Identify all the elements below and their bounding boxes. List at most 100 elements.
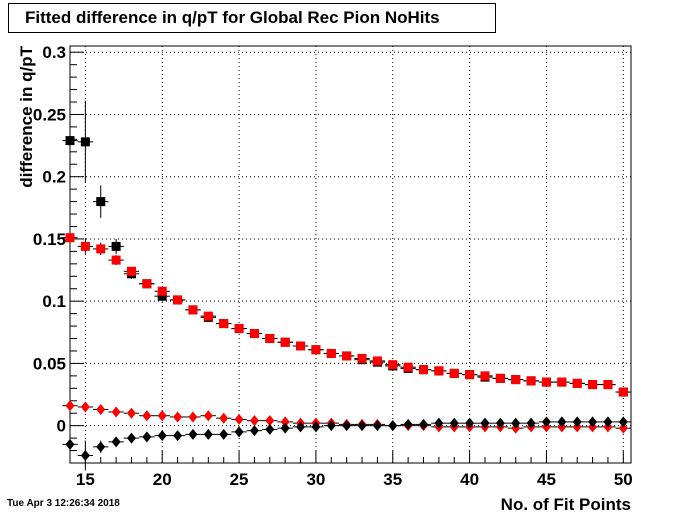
marker-diamond: [572, 416, 582, 428]
marker-diamond: [126, 432, 136, 444]
data-point: [200, 311, 217, 321]
marker-square: [357, 353, 367, 363]
data-point: [354, 353, 370, 363]
data-point: [354, 420, 370, 432]
marker-diamond: [280, 416, 290, 428]
marker-square: [618, 387, 628, 397]
data-point: [492, 373, 509, 383]
marker-diamond: [173, 430, 183, 442]
plot-frame: [69, 45, 632, 464]
marker-square: [434, 366, 444, 376]
data-point: [154, 410, 170, 422]
marker-square: [588, 380, 598, 390]
marker-diamond: [265, 415, 275, 427]
timestamp: Tue Apr 3 12:26:34 2018: [7, 498, 120, 509]
data-point: [323, 420, 339, 432]
data-point: [477, 371, 493, 381]
data-point: [431, 417, 447, 429]
data-point: [323, 348, 339, 358]
marker-square: [403, 362, 413, 372]
marker-square: [465, 370, 475, 380]
marker-diamond: [111, 406, 121, 418]
data-point: [108, 436, 124, 448]
marker-diamond: [465, 417, 475, 429]
data-point: [400, 418, 416, 430]
data-point: [615, 416, 631, 428]
data-point: [154, 286, 170, 296]
marker-diamond: [173, 411, 183, 423]
marker-diamond: [219, 428, 229, 440]
marker-square: [541, 377, 551, 387]
data-point: [108, 255, 124, 266]
data-point: [93, 242, 109, 256]
marker-square: [188, 305, 198, 315]
data-point: [477, 417, 493, 429]
data-point: [77, 401, 94, 413]
y-tick-label: 0.25: [33, 105, 66, 124]
marker-square: [96, 197, 106, 207]
data-point: [446, 417, 462, 429]
data-series: [62, 84, 631, 397]
y-tick-label: 0: [57, 417, 66, 436]
x-tick-label: 50: [614, 470, 633, 489]
marker-square: [157, 291, 167, 301]
data-point: [62, 225, 78, 251]
marker-square: [265, 334, 275, 344]
x-tick-label: 25: [230, 470, 249, 489]
data-point: [554, 416, 570, 428]
data-point: [77, 238, 94, 254]
marker-diamond: [419, 418, 429, 430]
marker-square: [342, 351, 352, 361]
marker-diamond: [80, 401, 90, 413]
marker-diamond: [588, 416, 598, 428]
marker-square: [111, 241, 121, 251]
data-point: [262, 423, 278, 435]
marker-square: [480, 371, 490, 381]
marker-diamond: [511, 417, 521, 429]
data-point: [308, 421, 324, 433]
data-point: [231, 324, 247, 334]
marker-diamond: [372, 420, 382, 432]
data-point: [216, 412, 232, 424]
marker-diamond: [449, 417, 459, 429]
marker-diamond: [142, 431, 152, 443]
data-point: [538, 377, 555, 387]
marker-diamond: [219, 412, 229, 424]
data-point: [277, 422, 293, 434]
series-layer: [62, 84, 631, 471]
data-point: [308, 345, 324, 355]
marker-square: [80, 137, 90, 147]
data-point: [123, 432, 140, 444]
marker-square: [511, 375, 521, 385]
marker-square: [142, 279, 152, 289]
data-point: [62, 431, 78, 457]
data-point: [615, 387, 631, 397]
marker-square: [157, 286, 167, 296]
chart-title-box: Fitted difference in q/pT for Global Rec…: [8, 3, 496, 33]
data-point: [338, 420, 355, 432]
marker-diamond: [142, 410, 152, 422]
marker-square: [249, 329, 259, 339]
data-point: [108, 406, 124, 418]
data-point: [169, 411, 186, 423]
marker-diamond: [434, 417, 444, 429]
x-tick-label: 30: [306, 470, 325, 489]
marker-square: [96, 244, 106, 254]
data-point: [246, 415, 263, 427]
y-tick-label: 0.05: [33, 354, 66, 373]
marker-square: [219, 319, 229, 329]
marker-diamond: [126, 407, 136, 419]
data-point: [123, 407, 140, 419]
x-tick-label: 40: [460, 470, 479, 489]
marker-square: [173, 295, 183, 305]
marker-square: [372, 356, 382, 366]
marker-diamond: [203, 428, 213, 440]
data-point: [600, 416, 616, 428]
marker-diamond: [296, 421, 306, 433]
data-point: [185, 428, 201, 440]
data-point: [400, 362, 416, 372]
data-point: [108, 238, 124, 254]
data-point: [554, 377, 570, 387]
marker-diamond: [526, 417, 536, 429]
